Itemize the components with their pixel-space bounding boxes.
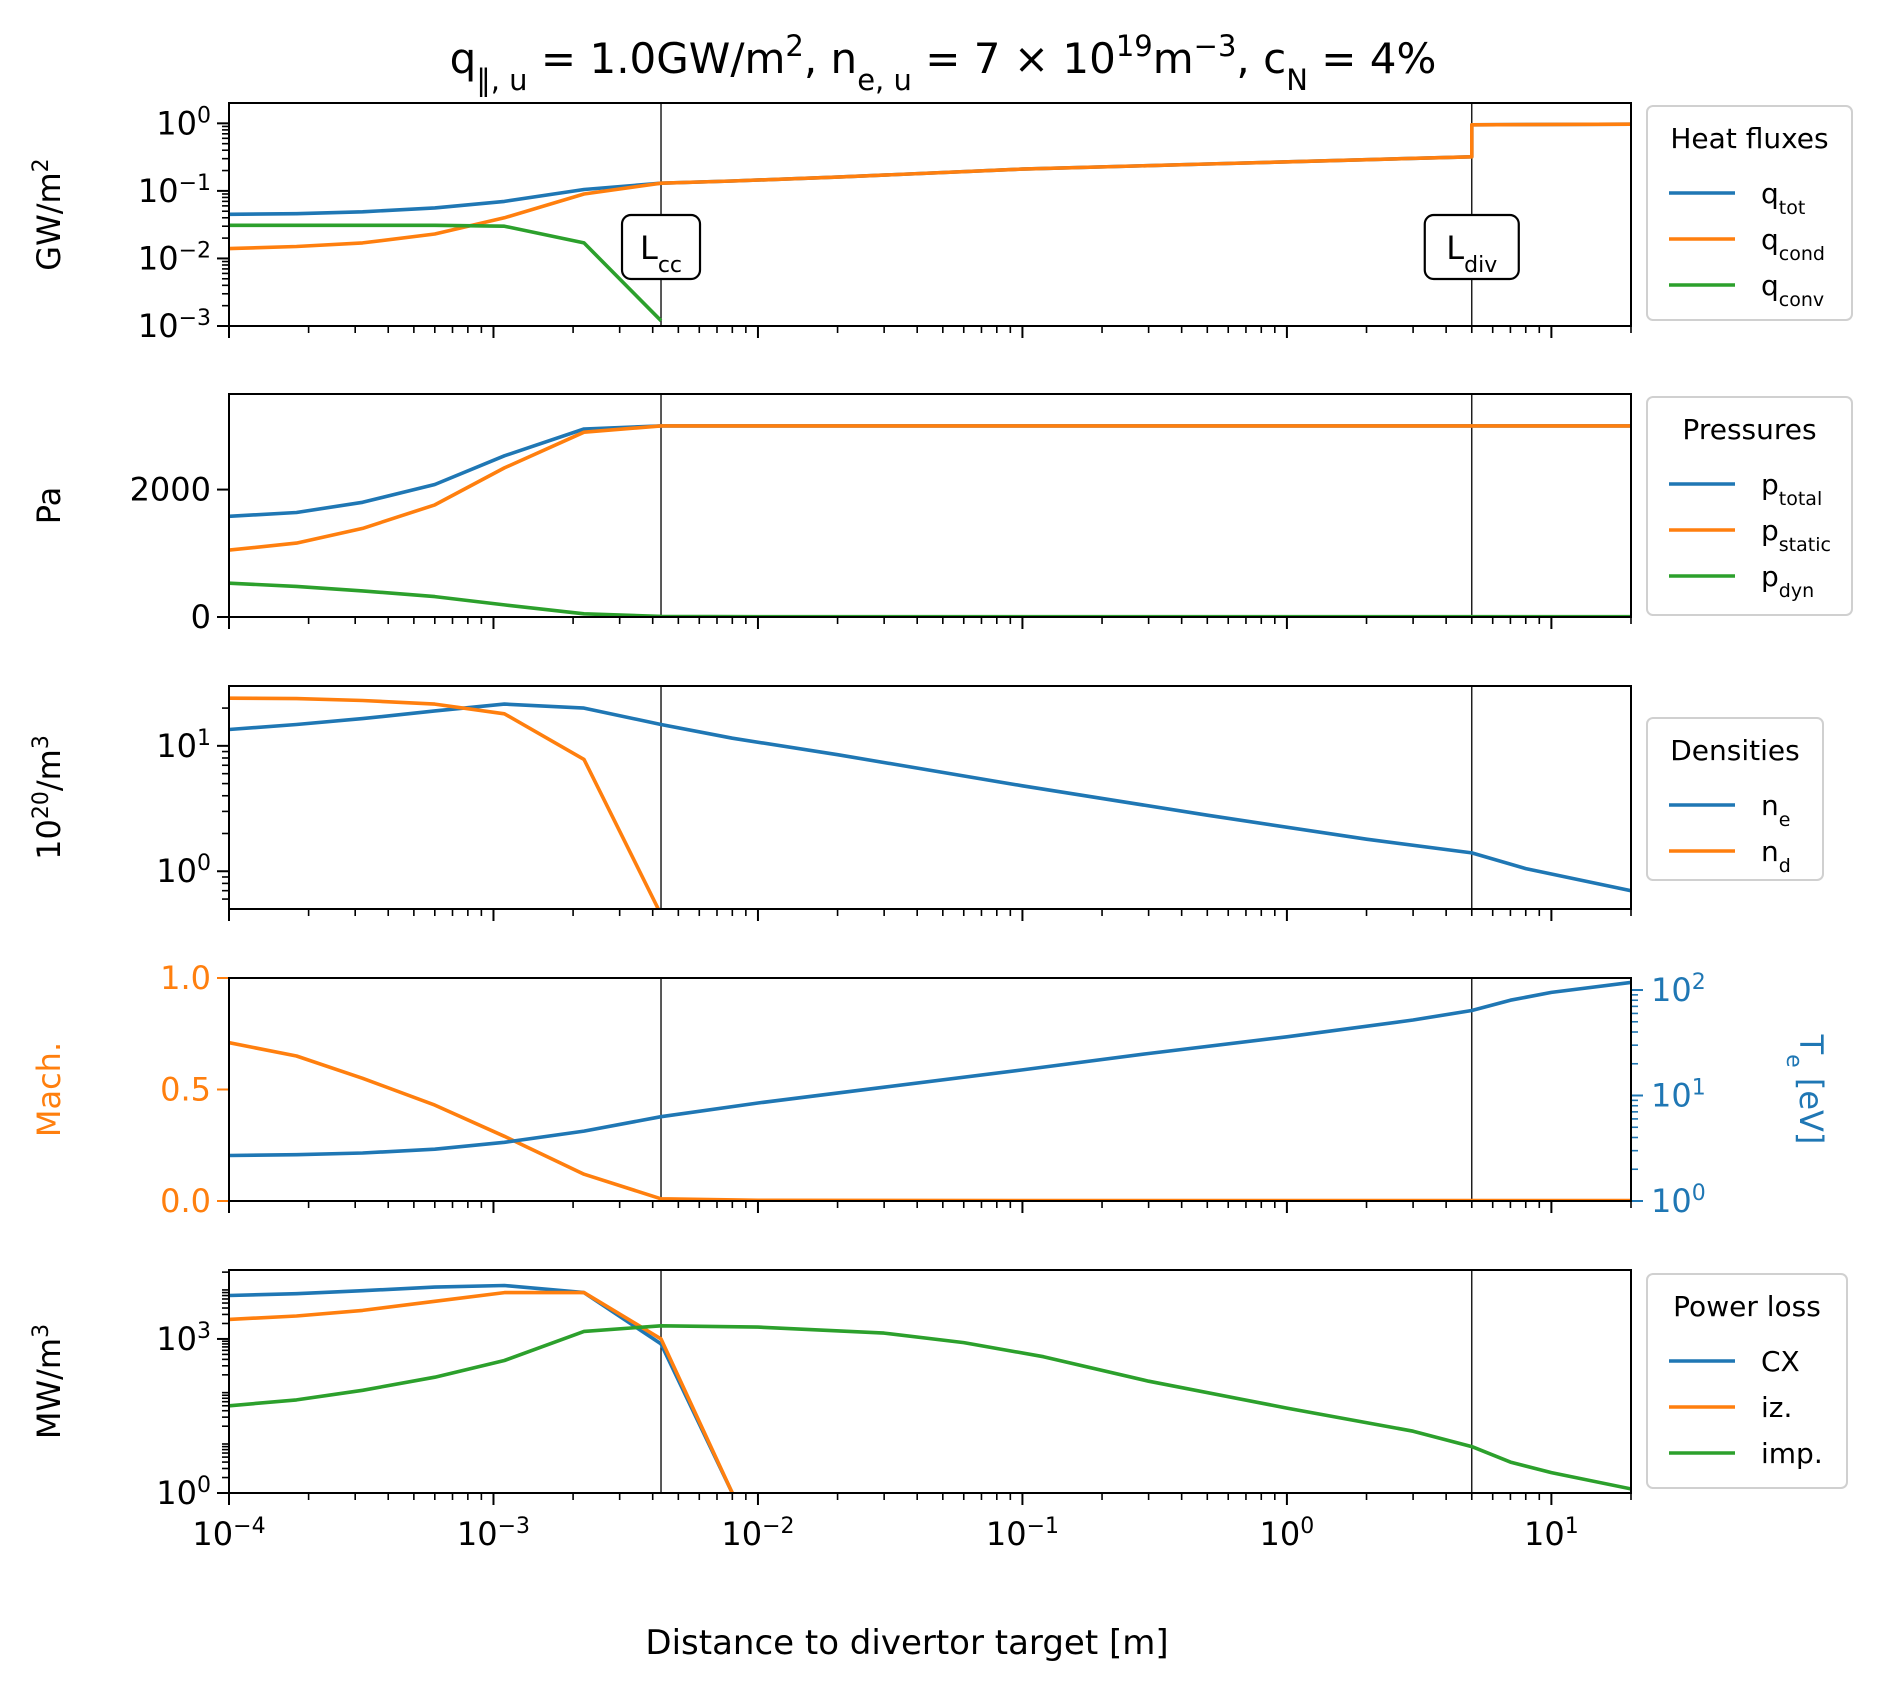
x-tick-label: 10−1 xyxy=(986,1514,1059,1554)
legend-frame xyxy=(1646,396,1853,616)
series-line-p-static xyxy=(229,424,1631,552)
legend-frame xyxy=(1646,717,1824,881)
series-line-cx xyxy=(229,1283,734,1493)
legend-entry: imp. xyxy=(1761,1437,1823,1470)
y-tick-label: 101 xyxy=(156,725,211,765)
legend-title: Power loss xyxy=(1673,1290,1821,1323)
series-group xyxy=(229,1283,1631,1493)
series-line-iz- xyxy=(229,1290,734,1493)
y-tick-label: 100 xyxy=(156,103,211,143)
series-line-q-tot xyxy=(229,122,1631,217)
series-group xyxy=(229,424,1631,617)
legend-entry: CX xyxy=(1761,1345,1800,1378)
series-group xyxy=(229,980,1631,1201)
y2-axis-label: Te [eV] xyxy=(1782,1034,1831,1145)
y-axis-label: Mach. xyxy=(30,1042,68,1137)
x-tick-label: 10−3 xyxy=(457,1514,530,1554)
y-tick-label: 10−2 xyxy=(138,238,211,278)
y-tick-label: 100 xyxy=(156,851,211,891)
y-tick-label: 0.0 xyxy=(160,1182,211,1220)
panel-1: 100 10−1 10−2 10−3 GW/m2 Lcc Ldiv Heat fluxes qt… xyxy=(29,102,1853,346)
series-line-mach xyxy=(229,1040,1631,1201)
axes-frame xyxy=(228,685,1632,910)
series-group xyxy=(229,122,1631,322)
y-axis-label: Pa xyxy=(30,487,68,524)
legend-title: Heat fluxes xyxy=(1670,122,1828,155)
legend-title: Densities xyxy=(1670,734,1799,767)
annotation-label: Ldiv xyxy=(1446,229,1497,278)
legend-frame xyxy=(1646,1273,1848,1489)
annotation-box xyxy=(1423,213,1520,281)
y-axis-label: MW/m3 xyxy=(29,1324,69,1439)
x-tick-label: 10−2 xyxy=(721,1514,794,1554)
y-tick-label: 10−3 xyxy=(138,306,211,346)
x-tick-label: 100 xyxy=(1260,1514,1315,1554)
y-tick-label: 1.0 xyxy=(160,959,211,997)
y2-tick-label: 102 xyxy=(1651,970,1706,1010)
legend-entry: iz. xyxy=(1761,1391,1792,1424)
axes-frame xyxy=(228,102,1632,327)
series-line-q-cond xyxy=(229,122,1631,251)
y-axis-label: 1020/m3 xyxy=(29,735,69,860)
x-tick-label: 10−4 xyxy=(192,1514,265,1554)
series-line-n-e xyxy=(229,702,1631,893)
legend-frame xyxy=(1646,105,1853,321)
series-line-q-conv xyxy=(229,223,663,322)
series-line-n-d xyxy=(229,696,660,909)
y-tick-label: 100 xyxy=(156,1473,211,1513)
legend-entry: ne xyxy=(1761,789,1790,831)
y2-tick-label: 100 xyxy=(1651,1181,1706,1221)
figure-title: q‖, u = 1.0GW/m2, ne, u = 7 × 1019m−3, c… xyxy=(450,29,1437,97)
series-line-imp- xyxy=(229,1324,1631,1491)
y-tick-label: 0 xyxy=(191,598,211,636)
panels: 100 10−1 10−2 10−3 GW/m2 Lcc Ldiv Heat fluxes qt… xyxy=(29,102,1853,1554)
y-tick-label: 10−1 xyxy=(138,170,211,210)
legend-entry: qcond xyxy=(1761,223,1825,265)
series-group xyxy=(229,696,1631,909)
panel-5: 10−4 10−3 10−2 10−1 100 101 103 100 MW/m3 Power l… xyxy=(29,1269,1848,1554)
x-tick-label: 101 xyxy=(1524,1514,1579,1554)
legend-entry: qconv xyxy=(1761,269,1824,311)
axes-frame xyxy=(228,977,1632,1202)
y-tick-label: 2000 xyxy=(130,471,211,509)
axes-frame xyxy=(228,393,1632,618)
axes-frame xyxy=(228,1269,1632,1494)
legend-entry: qtot xyxy=(1761,177,1805,219)
legend-entry: ptotal xyxy=(1761,468,1822,510)
annotation-box xyxy=(620,213,702,281)
series-line-te xyxy=(229,980,1631,1158)
y-axis-label: GW/m2 xyxy=(29,158,69,270)
legend-entry: pstatic xyxy=(1761,514,1831,556)
legend-entry: nd xyxy=(1761,835,1791,877)
y-tick-label: 0.5 xyxy=(160,1071,211,1109)
series-line-p-dyn xyxy=(229,581,1631,617)
x-axis-label: Distance to divertor target [m] xyxy=(645,1623,1168,1663)
y2-tick-label: 101 xyxy=(1651,1075,1706,1115)
legend-entry: pdyn xyxy=(1761,560,1814,602)
legend: Power loss CX iz. imp. xyxy=(1646,1273,1848,1489)
legend-title: Pressures xyxy=(1682,413,1816,446)
y-tick-label: 103 xyxy=(156,1318,211,1358)
annotation-label: Lcc xyxy=(640,229,682,278)
panel-4: 1.0 0.5 0.0 Mach. 102 101 100 Te [eV] xyxy=(30,959,1830,1220)
